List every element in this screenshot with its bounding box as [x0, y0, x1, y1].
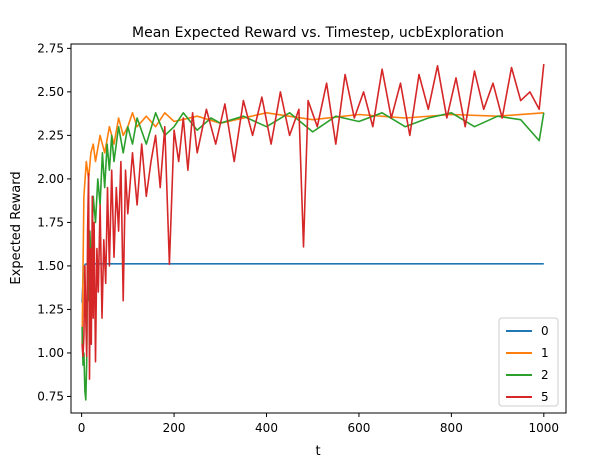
y-tick-label: 2.50: [37, 85, 64, 99]
y-tick-label: 1.00: [37, 346, 64, 360]
legend-label-0: 0: [541, 324, 549, 338]
x-tick-label: 200: [163, 421, 186, 435]
y-tick-label: 2.75: [37, 41, 64, 55]
x-tick-label: 400: [255, 421, 278, 435]
plot-frame: [71, 44, 566, 413]
series-line-5: [81, 63, 545, 380]
plot-area: [70, 43, 567, 414]
x-axis: 0 200 400 600 800 1000: [78, 413, 559, 435]
x-tick-label: 600: [347, 421, 370, 435]
series-layer: [81, 63, 545, 401]
legend-label-5: 5: [541, 390, 549, 404]
legend-box: [498, 317, 559, 407]
y-tick-label: 0.75: [37, 389, 64, 403]
y-axis: 0.75 1.00 1.25 1.50 1.75 2.00 2.25 2.50 2.75: [37, 41, 71, 403]
legend: 0 1 2 5: [498, 317, 559, 407]
y-tick-label: 2.00: [37, 172, 64, 186]
plot-border: [70, 43, 567, 414]
legend-label-2: 2: [541, 368, 549, 382]
y-tick-label: 2.25: [37, 128, 64, 142]
y-tick-label: 1.75: [37, 215, 64, 229]
series-line-0: [81, 262, 544, 303]
x-tick-label: 800: [440, 421, 463, 435]
x-tick-label: 1000: [529, 421, 560, 435]
chart-title: Mean Expected Reward vs. Timestep, ucbEx…: [132, 25, 504, 41]
series-line-1: [81, 112, 544, 345]
legend-label-1: 1: [541, 346, 549, 360]
y-tick-label: 1.50: [37, 259, 64, 273]
x-tick-label: 0: [78, 421, 86, 435]
x-axis-label: t: [315, 444, 320, 459]
y-tick-label: 1.25: [37, 302, 64, 316]
y-axis-label: Expected Reward: [9, 171, 24, 284]
